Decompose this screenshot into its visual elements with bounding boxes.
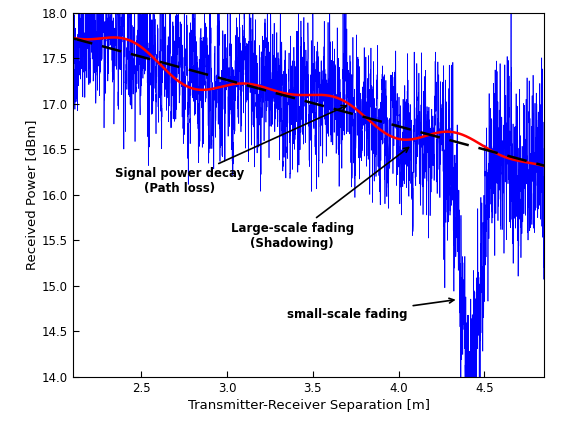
Y-axis label: Received Power [dBm]: Received Power [dBm]	[25, 119, 38, 270]
Text: small-scale fading: small-scale fading	[287, 298, 454, 321]
Text: Large-scale fading
(Shadowing): Large-scale fading (Shadowing)	[231, 148, 408, 250]
Text: Signal power decay
(Path loss): Signal power decay (Path loss)	[114, 106, 346, 196]
X-axis label: Transmitter-Receiver Separation [m]: Transmitter-Receiver Separation [m]	[187, 398, 430, 412]
